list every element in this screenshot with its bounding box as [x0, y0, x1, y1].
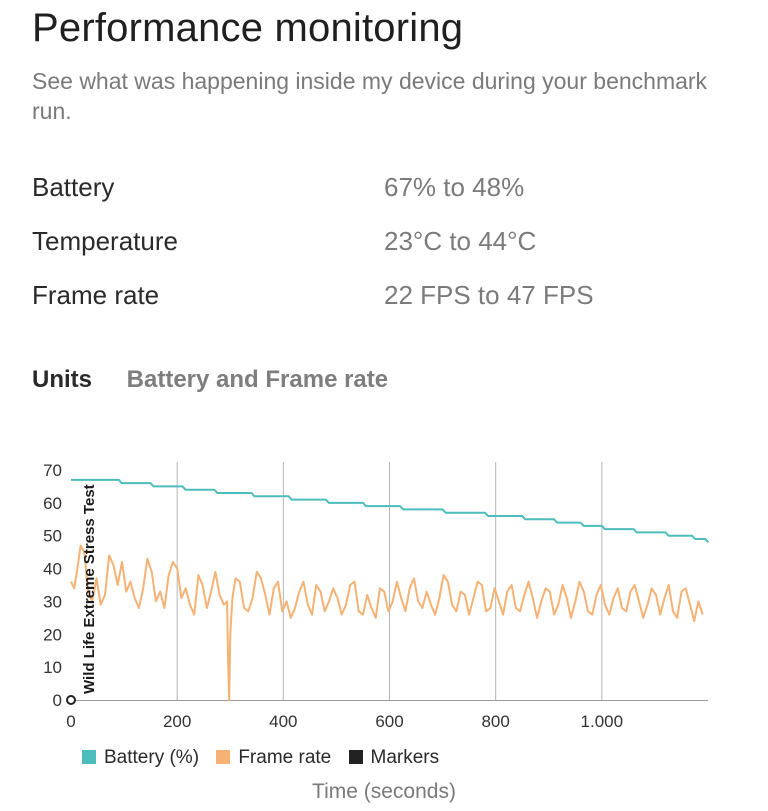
y-tick-label: 0 — [53, 691, 62, 710]
legend-swatch-battery — [82, 750, 96, 764]
x-axis-title: Time (seconds) — [312, 780, 456, 803]
stat-row-battery: Battery 67% to 48% — [32, 172, 732, 212]
stat-label: Temperature — [32, 226, 178, 256]
y-tick-label: 40 — [43, 560, 62, 579]
legend-label: Battery (%) — [104, 747, 200, 768]
x-tick-label: 600 — [375, 712, 403, 731]
performance-chart: 0 10 20 30 40 50 60 70 0 200 400 600 800 1.000 Wild L… — [43, 461, 710, 731]
y-tick-label: 50 — [43, 527, 62, 546]
stat-row-framerate: Frame rate 22 FPS to 47 FPS — [32, 280, 732, 320]
marker-label: Wild Life Extreme Stress Test — [81, 484, 98, 694]
chart-legend: Battery (%) Frame rate Markers — [82, 747, 451, 769]
legend-label: Markers — [370, 747, 440, 768]
axes: 0 10 20 30 40 50 60 70 0 200 400 600 800 1.000 — [43, 461, 708, 731]
grid-lines — [176, 462, 603, 700]
chart-tabs: Units Battery and Frame rate — [32, 366, 416, 394]
tab-units[interactable]: Units — [32, 366, 92, 393]
x-tick-label: 0 — [66, 712, 75, 731]
stat-row-temperature: Temperature 23°C to 44°C — [32, 226, 732, 266]
series-lines — [70, 478, 710, 701]
x-tick-label: 200 — [163, 712, 191, 731]
stat-value: 23°C to 44°C — [384, 226, 537, 256]
marker-point — [66, 695, 76, 705]
stat-label: Frame rate — [32, 280, 160, 310]
legend-item-markers[interactable]: Markers — [348, 747, 440, 769]
x-tick-label: 800 — [481, 712, 509, 731]
x-tick-label: 1.000 — [581, 712, 624, 731]
y-tick-label: 70 — [43, 461, 62, 480]
tab-battery-framerate[interactable]: Battery and Frame rate — [126, 366, 389, 393]
battery-line — [71, 478, 710, 543]
legend-swatch-framerate — [216, 750, 231, 764]
page-subtitle: See what was happening inside my device … — [32, 68, 708, 124]
legend-item-framerate[interactable]: Frame rate — [216, 747, 331, 769]
y-tick-label: 10 — [43, 658, 62, 677]
page-title: Performance monitoring — [32, 6, 464, 50]
stat-label: Battery — [32, 172, 115, 202]
stat-value: 22 FPS to 47 FPS — [384, 280, 594, 310]
marker-layer: Wild Life Extreme Stress Test — [66, 484, 98, 705]
y-tick-label: 60 — [43, 494, 62, 513]
y-tick-label: 30 — [43, 592, 62, 611]
x-tick-label: 400 — [269, 712, 297, 731]
stat-value: 67% to 48% — [384, 172, 525, 202]
legend-swatch-markers — [348, 750, 363, 764]
framerate-line — [70, 544, 704, 701]
legend-item-battery[interactable]: Battery (%) — [82, 747, 199, 769]
legend-label: Frame rate — [238, 747, 332, 768]
y-tick-label: 20 — [43, 625, 62, 644]
